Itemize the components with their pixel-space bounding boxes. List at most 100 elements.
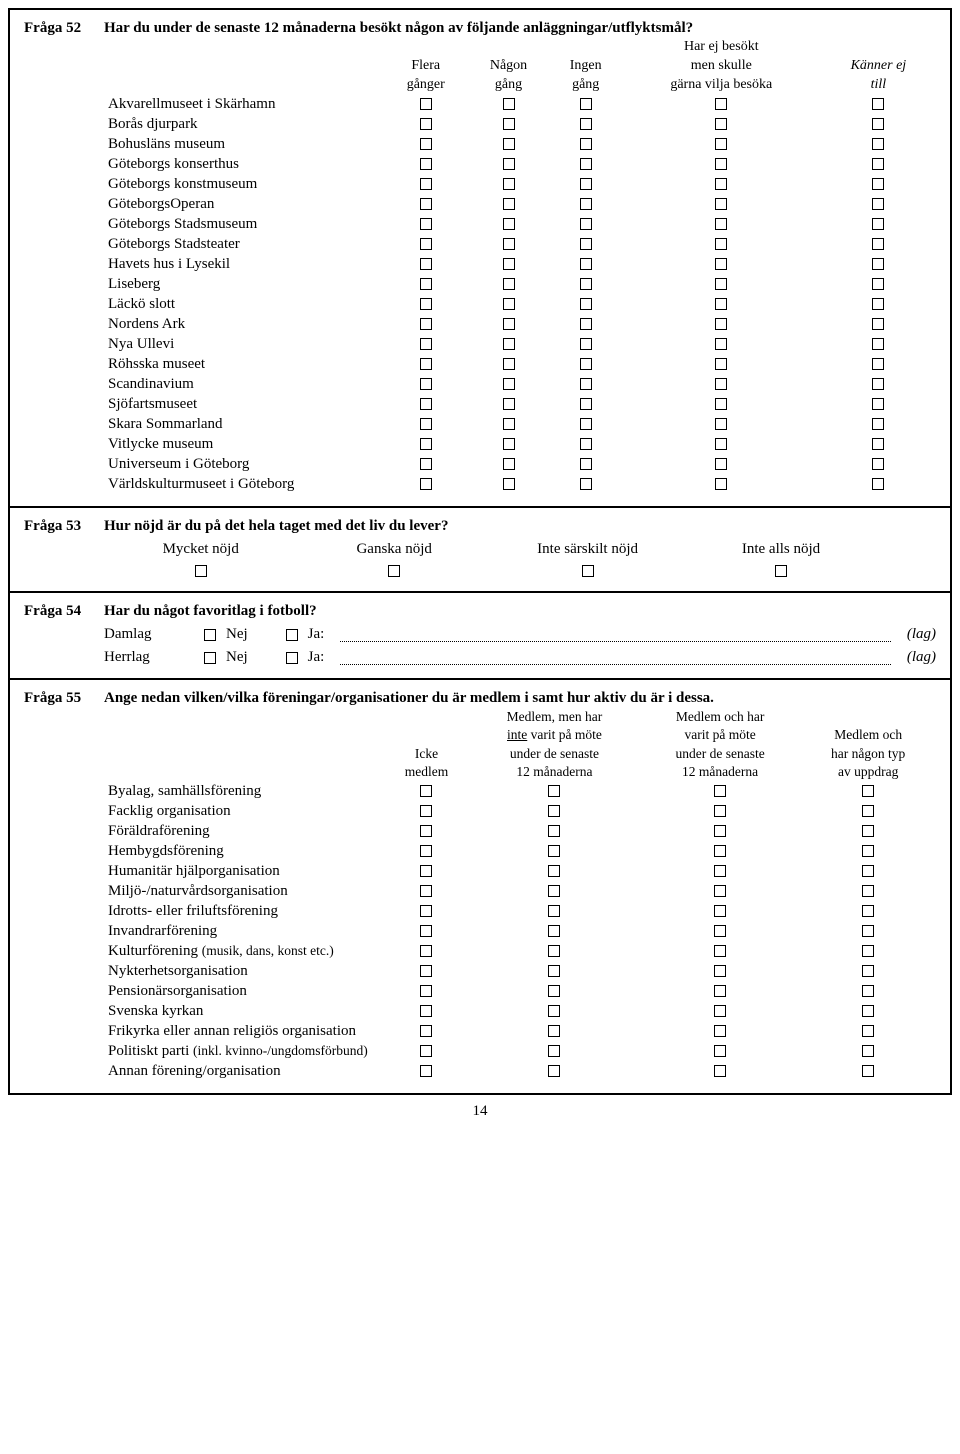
q52-checkbox[interactable] xyxy=(872,438,884,450)
q52-checkbox[interactable] xyxy=(503,398,515,410)
q54-damlag-nej-checkbox[interactable] xyxy=(204,629,216,641)
q52-checkbox[interactable] xyxy=(872,378,884,390)
q52-checkbox[interactable] xyxy=(420,438,432,450)
q55-checkbox[interactable] xyxy=(714,785,726,797)
q52-checkbox[interactable] xyxy=(503,258,515,270)
q52-checkbox[interactable] xyxy=(872,158,884,170)
q52-checkbox[interactable] xyxy=(872,258,884,270)
q55-checkbox[interactable] xyxy=(420,965,432,977)
q52-checkbox[interactable] xyxy=(715,358,727,370)
q52-checkbox[interactable] xyxy=(420,98,432,110)
q52-checkbox[interactable] xyxy=(580,98,592,110)
q52-checkbox[interactable] xyxy=(503,318,515,330)
q55-checkbox[interactable] xyxy=(862,1005,874,1017)
q55-checkbox[interactable] xyxy=(714,905,726,917)
q55-checkbox[interactable] xyxy=(548,785,560,797)
q52-checkbox[interactable] xyxy=(715,138,727,150)
q52-checkbox[interactable] xyxy=(420,318,432,330)
q52-checkbox[interactable] xyxy=(580,358,592,370)
q52-checkbox[interactable] xyxy=(420,178,432,190)
q52-checkbox[interactable] xyxy=(420,218,432,230)
q52-checkbox[interactable] xyxy=(503,478,515,490)
q52-checkbox[interactable] xyxy=(872,298,884,310)
q55-checkbox[interactable] xyxy=(862,985,874,997)
q55-checkbox[interactable] xyxy=(548,865,560,877)
q55-checkbox[interactable] xyxy=(714,985,726,997)
q52-checkbox[interactable] xyxy=(580,158,592,170)
q55-checkbox[interactable] xyxy=(420,805,432,817)
q55-checkbox[interactable] xyxy=(548,825,560,837)
q52-checkbox[interactable] xyxy=(503,218,515,230)
q52-checkbox[interactable] xyxy=(420,258,432,270)
q52-checkbox[interactable] xyxy=(580,438,592,450)
q55-checkbox[interactable] xyxy=(714,965,726,977)
q55-checkbox[interactable] xyxy=(714,1005,726,1017)
q52-checkbox[interactable] xyxy=(715,158,727,170)
q52-checkbox[interactable] xyxy=(580,458,592,470)
q52-checkbox[interactable] xyxy=(715,178,727,190)
q52-checkbox[interactable] xyxy=(503,298,515,310)
q52-checkbox[interactable] xyxy=(715,398,727,410)
q52-checkbox[interactable] xyxy=(872,398,884,410)
q55-checkbox[interactable] xyxy=(420,1025,432,1037)
q52-checkbox[interactable] xyxy=(715,418,727,430)
q52-checkbox[interactable] xyxy=(503,378,515,390)
q52-checkbox[interactable] xyxy=(580,238,592,250)
q52-checkbox[interactable] xyxy=(580,378,592,390)
q52-checkbox[interactable] xyxy=(715,458,727,470)
q52-checkbox[interactable] xyxy=(715,118,727,130)
q52-checkbox[interactable] xyxy=(503,198,515,210)
q52-checkbox[interactable] xyxy=(715,278,727,290)
q52-checkbox[interactable] xyxy=(580,258,592,270)
q52-checkbox[interactable] xyxy=(580,418,592,430)
q55-checkbox[interactable] xyxy=(862,905,874,917)
q55-checkbox[interactable] xyxy=(714,825,726,837)
q52-checkbox[interactable] xyxy=(872,178,884,190)
q53-checkbox[interactable] xyxy=(775,565,787,577)
q52-checkbox[interactable] xyxy=(872,278,884,290)
q55-checkbox[interactable] xyxy=(420,925,432,937)
q52-checkbox[interactable] xyxy=(715,258,727,270)
q52-checkbox[interactable] xyxy=(872,418,884,430)
q52-checkbox[interactable] xyxy=(872,458,884,470)
q55-checkbox[interactable] xyxy=(420,1005,432,1017)
q52-checkbox[interactable] xyxy=(580,298,592,310)
q52-checkbox[interactable] xyxy=(503,238,515,250)
q54-damlag-input-line[interactable] xyxy=(340,627,890,642)
q55-checkbox[interactable] xyxy=(862,1065,874,1077)
q55-checkbox[interactable] xyxy=(548,965,560,977)
q52-checkbox[interactable] xyxy=(420,198,432,210)
q52-checkbox[interactable] xyxy=(715,338,727,350)
q55-checkbox[interactable] xyxy=(420,785,432,797)
q52-checkbox[interactable] xyxy=(580,138,592,150)
q55-checkbox[interactable] xyxy=(420,985,432,997)
q52-checkbox[interactable] xyxy=(420,118,432,130)
q52-checkbox[interactable] xyxy=(503,458,515,470)
q55-checkbox[interactable] xyxy=(548,985,560,997)
q55-checkbox[interactable] xyxy=(548,805,560,817)
q55-checkbox[interactable] xyxy=(420,1045,432,1057)
q52-checkbox[interactable] xyxy=(420,138,432,150)
q52-checkbox[interactable] xyxy=(715,298,727,310)
q53-checkbox[interactable] xyxy=(388,565,400,577)
q52-checkbox[interactable] xyxy=(580,178,592,190)
q52-checkbox[interactable] xyxy=(715,438,727,450)
q52-checkbox[interactable] xyxy=(715,98,727,110)
q55-checkbox[interactable] xyxy=(548,1045,560,1057)
q53-checkbox[interactable] xyxy=(582,565,594,577)
q55-checkbox[interactable] xyxy=(420,945,432,957)
q55-checkbox[interactable] xyxy=(548,945,560,957)
q52-checkbox[interactable] xyxy=(872,478,884,490)
q52-checkbox[interactable] xyxy=(580,338,592,350)
q52-checkbox[interactable] xyxy=(872,138,884,150)
q55-checkbox[interactable] xyxy=(714,1045,726,1057)
q55-checkbox[interactable] xyxy=(862,785,874,797)
q55-checkbox[interactable] xyxy=(420,905,432,917)
q55-checkbox[interactable] xyxy=(420,885,432,897)
q55-checkbox[interactable] xyxy=(714,945,726,957)
q52-checkbox[interactable] xyxy=(503,98,515,110)
q52-checkbox[interactable] xyxy=(580,478,592,490)
q52-checkbox[interactable] xyxy=(420,158,432,170)
q52-checkbox[interactable] xyxy=(420,338,432,350)
q55-checkbox[interactable] xyxy=(714,865,726,877)
